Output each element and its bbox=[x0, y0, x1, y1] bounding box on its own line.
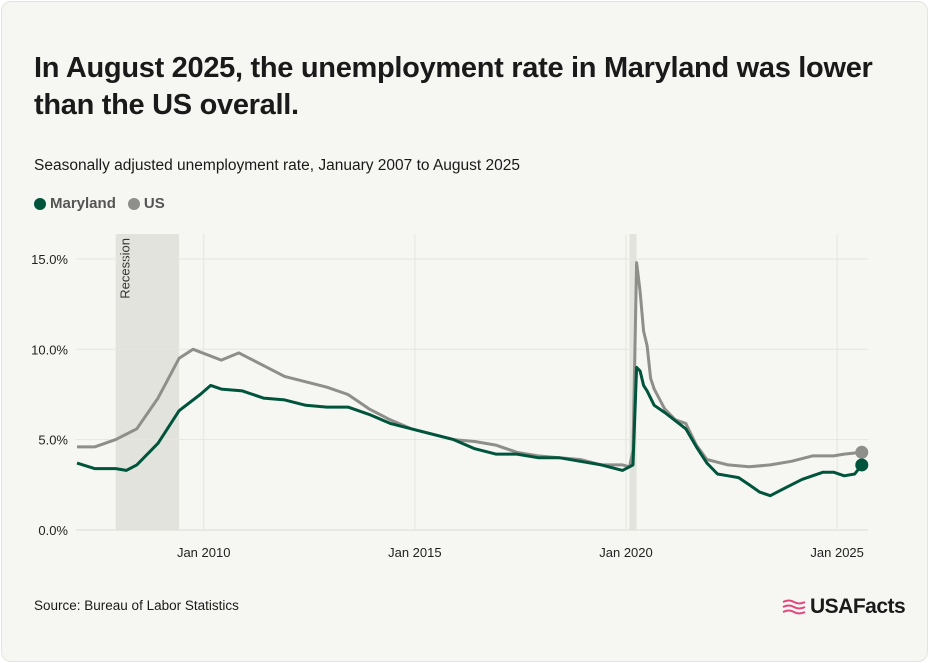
legend-label: US bbox=[143, 195, 165, 212]
legend-swatch bbox=[127, 197, 140, 210]
recession-band bbox=[115, 234, 180, 530]
legend-label: Maryland bbox=[50, 195, 116, 212]
chart-title: In August 2025, the unemployment rate in… bbox=[34, 52, 873, 121]
chart-subtitle: Seasonally adjusted unemployment rate, J… bbox=[34, 157, 520, 174]
recession-band bbox=[629, 234, 637, 530]
x-tick-label: Jan 2010 bbox=[177, 545, 231, 560]
end-point-maryland bbox=[855, 458, 869, 472]
logo-text: USAFacts bbox=[810, 595, 906, 618]
series-line-maryland bbox=[76, 365, 863, 498]
series-line-us bbox=[77, 261, 862, 469]
y-tick-label: 0.0% bbox=[38, 523, 68, 538]
flag-icon bbox=[782, 599, 806, 615]
x-tick-label: Jan 2015 bbox=[388, 545, 442, 560]
recession-label: Recession bbox=[118, 238, 133, 299]
y-tick-label: 10.0% bbox=[31, 342, 68, 357]
y-tick-label: 15.0% bbox=[31, 252, 68, 267]
x-tick-label: Jan 2025 bbox=[810, 545, 864, 560]
end-point-us bbox=[855, 445, 869, 459]
legend-item-maryland: Maryland bbox=[34, 195, 116, 212]
legend-item-us: US bbox=[127, 195, 165, 212]
legend: Maryland US bbox=[34, 195, 165, 212]
x-tick-label: Jan 2020 bbox=[599, 545, 653, 560]
legend-swatch bbox=[34, 197, 46, 210]
usafacts-logo: USAFacts bbox=[782, 595, 906, 619]
source-note: Source: Bureau of Labor Statistics bbox=[34, 598, 239, 613]
y-tick-label: 5.0% bbox=[38, 433, 68, 448]
